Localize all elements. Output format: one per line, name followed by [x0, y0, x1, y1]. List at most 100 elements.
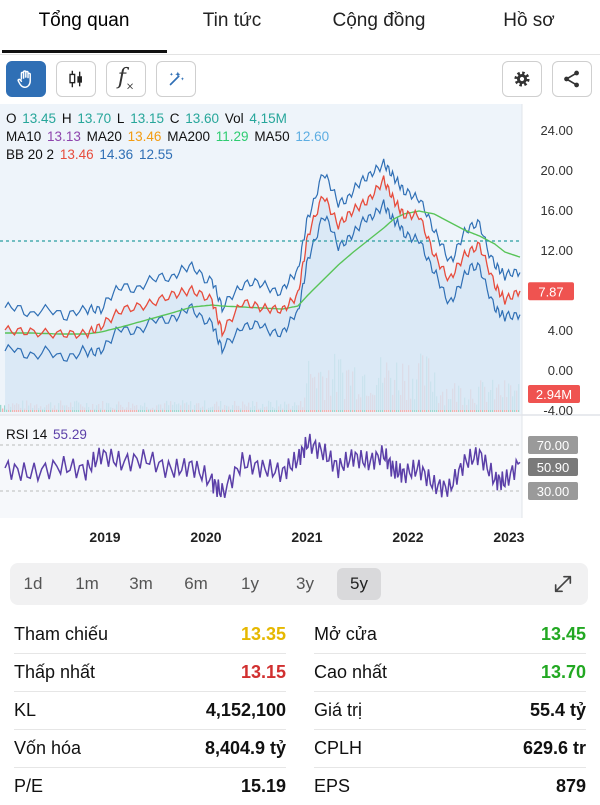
price-axis-label: 16.00: [540, 203, 573, 218]
x-axis-label: 2021: [291, 529, 322, 545]
hand-icon: [17, 70, 31, 88]
volume-bar: [138, 409, 140, 412]
stat-value: 4,152,100: [205, 700, 286, 720]
ohlc-h-label: H: [61, 111, 72, 126]
price-area: [5, 175, 520, 410]
stat-label: KL: [14, 700, 37, 720]
volume-badge: 2.94M: [536, 387, 572, 402]
ohlc-c-label: C: [169, 111, 180, 126]
rsi-value: 55.29: [53, 427, 87, 442]
volume-bar: [150, 408, 152, 412]
range-1d[interactable]: 1d: [23, 574, 43, 593]
stat-row: Vốn hóa 8,404.9 tỷ: [14, 729, 286, 767]
ma50-label: MA50: [254, 129, 290, 144]
bb-mid: 13.46: [59, 147, 94, 162]
range-5y[interactable]: 5y: [337, 568, 381, 600]
price-axis-label: 24.00: [540, 123, 573, 138]
share-button[interactable]: [552, 61, 592, 97]
volume-bar: [6, 408, 8, 412]
rsi-30-badge: 30.00: [537, 484, 570, 499]
x-axis-label: 2019: [89, 529, 120, 545]
price-axis-label: 4.00: [548, 323, 573, 338]
stat-label: Mở cửa: [314, 624, 377, 644]
volume-bar: [240, 408, 242, 412]
range-1y[interactable]: 1y: [241, 574, 259, 593]
expand-button[interactable]: [552, 573, 574, 600]
ma10-value: 13.13: [47, 129, 81, 144]
volume-bar: [124, 408, 126, 412]
stat-value: 8,404.9 tỷ: [204, 738, 286, 758]
ohlc-close: 13.60: [185, 111, 220, 126]
ohlc-l-label: L: [116, 111, 125, 126]
candlestick-tool-button[interactable]: [56, 61, 96, 97]
rsi-current-badge-bg: [528, 457, 578, 476]
ma200-value: 11.29: [215, 129, 249, 144]
volume-bar: [0, 404, 2, 412]
stat-separator: [314, 767, 586, 768]
price-axis-label: 20.00: [540, 163, 573, 178]
price-axis-label: -4.00: [543, 403, 573, 418]
volume-bar: [4, 405, 6, 412]
gear-icon: [514, 71, 530, 87]
bollinger-lower-line: [4, 199, 521, 362]
volume-bar: [260, 408, 262, 412]
volume-bar: [42, 408, 44, 412]
stat-row: Cao nhất 13.70: [314, 653, 586, 691]
stat-label: CPLH: [314, 738, 363, 758]
tab-community[interactable]: Cộng đồng: [332, 10, 426, 31]
volume-bar: [94, 408, 96, 412]
stat-separator: [14, 767, 286, 768]
stat-label: Cao nhất: [314, 662, 388, 682]
volume-bar: [38, 408, 40, 412]
share-icon: [564, 70, 579, 88]
volume-bar: [114, 408, 116, 412]
stat-row: Tham chiếu 13.35: [14, 615, 286, 653]
tab-news[interactable]: Tin tức: [202, 10, 262, 31]
indicator-function-button[interactable]: f×: [106, 61, 146, 97]
stat-separator: [14, 729, 286, 730]
hand-tool-button[interactable]: [6, 61, 46, 97]
stat-value: 13.70: [540, 662, 586, 682]
volume-bar: [100, 408, 102, 412]
stat-row: EPS 879: [314, 767, 586, 805]
rsi-70-badge-bg: [528, 436, 578, 454]
range-3m[interactable]: 3m: [129, 574, 153, 593]
volume-bar: [104, 409, 106, 412]
volume-bar: [148, 408, 150, 412]
volume-bar: [258, 408, 260, 412]
tab-profile[interactable]: Hồ sơ: [503, 10, 555, 31]
volume-bar: [192, 409, 194, 412]
volume-bar: [90, 409, 92, 412]
range-3y[interactable]: 3y: [296, 574, 314, 593]
volume-bar: [282, 408, 284, 412]
ohlc-low: 13.15: [130, 111, 164, 126]
tab-overview[interactable]: Tổng quan: [38, 10, 130, 31]
volume-bar: [290, 408, 292, 412]
volume-bar: [130, 408, 132, 412]
rsi-label: RSI 14: [6, 427, 48, 442]
volume-bar: [52, 408, 54, 412]
stat-value: 629.6 tr: [522, 738, 586, 758]
ohlc-o-label: O: [6, 111, 17, 126]
stat-label: Vốn hóa: [14, 738, 82, 758]
ohlc-vol-label: Vol: [224, 111, 244, 126]
range-1m[interactable]: 1m: [75, 574, 99, 593]
bb-label: BB 20 2: [6, 147, 55, 162]
rsi-line: [4, 433, 521, 498]
ohlc-open: 13.45: [22, 111, 57, 126]
volume-bar: [206, 409, 208, 412]
stat-label: Tham chiếu: [14, 624, 109, 644]
stat-separator: [314, 653, 586, 654]
volume-bar: [162, 408, 164, 412]
ma20-label: MA20: [86, 129, 122, 144]
x-axis-label: 2022: [392, 529, 423, 545]
magic-tool-button[interactable]: [156, 61, 196, 97]
ma200-label: MA200: [167, 129, 210, 144]
ohlc-volume: 4,15M: [249, 111, 287, 126]
x-axis-label: 2020: [190, 529, 221, 545]
settings-button[interactable]: [502, 61, 542, 97]
legend-ma: MA10 13.13 MA20 13.46 MA200 11.29 MA50 1…: [6, 128, 331, 145]
range-6m[interactable]: 6m: [184, 574, 208, 593]
